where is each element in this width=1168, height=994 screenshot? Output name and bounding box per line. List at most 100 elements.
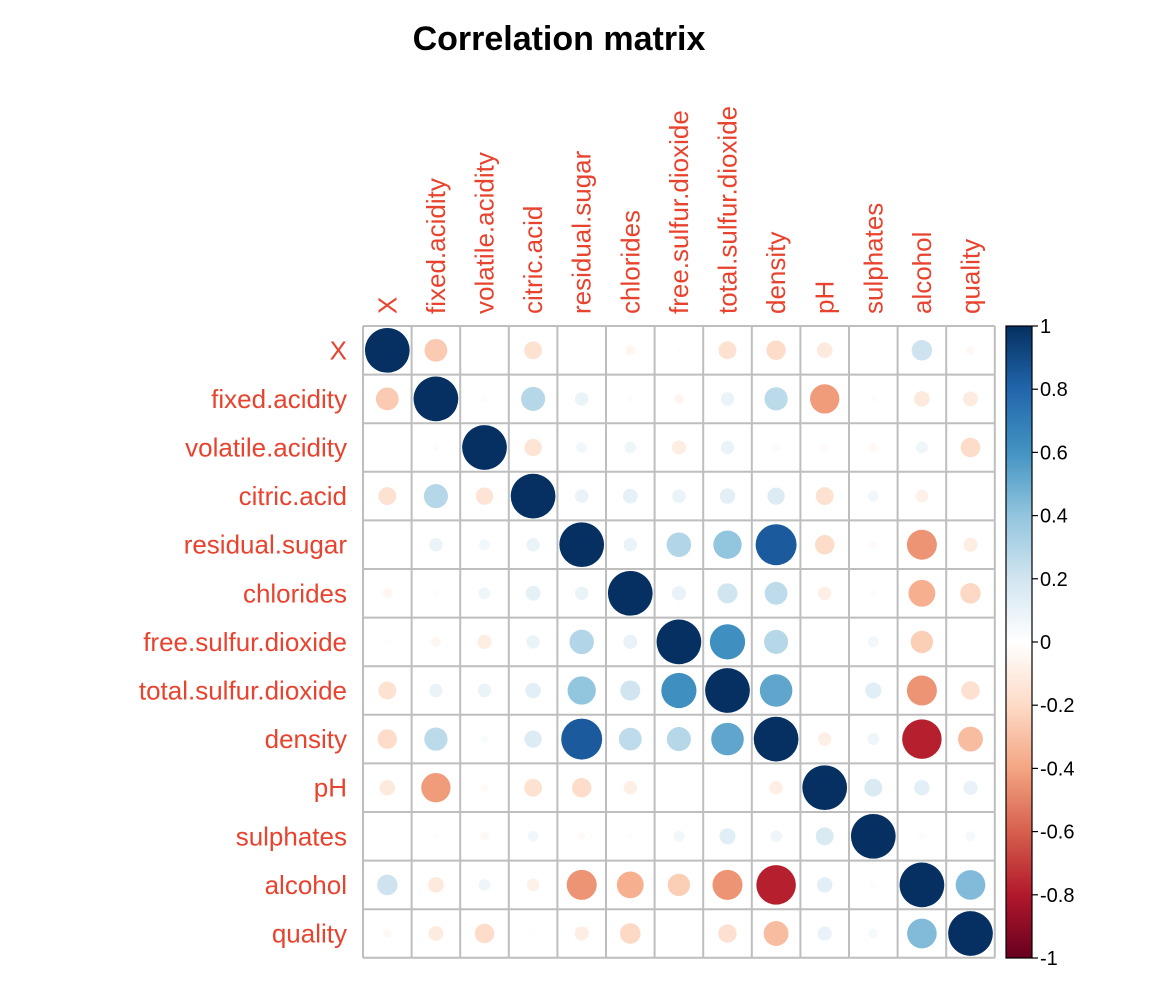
correlation-circle [430,636,441,647]
correlation-circle [574,392,589,406]
row-label: sulphates [236,821,347,851]
correlation-circle [526,878,540,892]
correlation-circle [816,877,833,893]
correlation-circle [676,931,682,936]
correlation-circle [963,780,978,795]
correlation-circle [413,376,459,422]
column-label: chlorides [615,210,645,314]
row-label: quality [272,919,347,949]
correlation-circle [955,870,986,900]
column-label: quality [956,239,986,314]
correlation-circle [432,444,440,451]
row-label: X [330,335,347,365]
correlation-circle [524,778,543,797]
correlation-circle [671,586,686,601]
correlation-circle [764,387,788,411]
column-label: pH [810,281,840,314]
correlation-circle [867,636,879,648]
correlation-circle [915,441,928,454]
correlation-circle [770,830,783,843]
column-label: alcohol [907,232,937,314]
column-label: citric.acid [518,206,548,314]
column-label: total.sulfur.dioxide [713,106,743,314]
row-label: volatile.acidity [185,433,347,463]
correlation-circle [764,629,789,654]
correlation-circle [815,827,834,846]
correlation-circle [914,779,930,796]
legend-tick-label: -0.2 [1040,695,1074,717]
correlation-circle [479,539,490,551]
correlation-circle [676,348,682,353]
correlation-circle [378,681,397,700]
correlation-circle [432,590,440,597]
correlation-circle [817,586,832,601]
correlation-circle [763,921,789,946]
correlation-circle [623,537,638,552]
correlation-circle [719,488,736,504]
column-label: volatile.acidity [470,152,500,314]
correlation-circle [820,443,829,452]
correlation-circle [429,683,443,698]
correlation-circle [753,716,799,762]
correlation-circle [908,579,936,607]
correlation-circle [915,489,929,503]
correlation-circle [510,473,556,519]
correlation-circle [899,862,945,908]
correlation-circle [756,865,796,905]
correlation-circle [525,682,541,699]
correlation-circle [569,629,594,655]
correlation-circle [429,537,443,552]
color-bar [1005,325,1033,959]
correlation-circle [817,732,832,746]
row-label: total.sulfur.dioxide [139,676,347,706]
correlation-circle [577,832,586,841]
matrix-grid [362,325,996,959]
correlation-circle [968,493,973,499]
correlation-circle [869,540,878,549]
correlation-circle [559,522,605,568]
correlation-circle [375,387,399,411]
correlation-circle [667,873,691,897]
correlation-circle [526,635,540,649]
correlation-circle [424,338,448,362]
correlation-circle [961,681,980,700]
correlation-circle [481,395,488,403]
correlation-circle [477,634,492,649]
correlation-circle [709,624,746,660]
correlation-circle [574,586,589,601]
correlation-circle [432,833,440,840]
correlation-circle [713,530,742,559]
row-label: density [265,724,347,754]
correlation-circle [870,395,877,403]
correlation-circle [712,869,743,900]
row-label: pH [314,773,347,803]
correlation-circle [661,672,697,709]
correlation-circle [607,570,653,616]
correlation-circle [525,585,541,601]
correlation-circle [711,722,744,756]
correlation-circle [616,871,644,899]
correlation-circle [571,777,592,798]
chart-title: Correlation matrix [413,20,706,58]
legend-tick-label: 0.6 [1040,442,1068,464]
correlation-circle [620,923,641,944]
correlation-circle [755,524,797,566]
correlation-circle [810,384,840,414]
column-label: density [761,232,791,314]
column-label: sulphates [858,203,888,314]
legend-tick-label: 1 [1040,316,1051,338]
correlation-circle [671,440,686,455]
legend-tick-label: 0.4 [1040,506,1068,528]
correlation-circle [576,442,588,453]
row-label: alcohol [265,870,347,900]
row-label: free.sulfur.dioxide [143,627,347,657]
correlation-circle [963,537,978,552]
correlation-circle [864,778,883,797]
correlation-circle [802,765,848,811]
correlation-circle [673,393,684,404]
correlation-circle [867,490,879,502]
correlation-circle [720,392,735,406]
correlation-circle [521,386,546,411]
